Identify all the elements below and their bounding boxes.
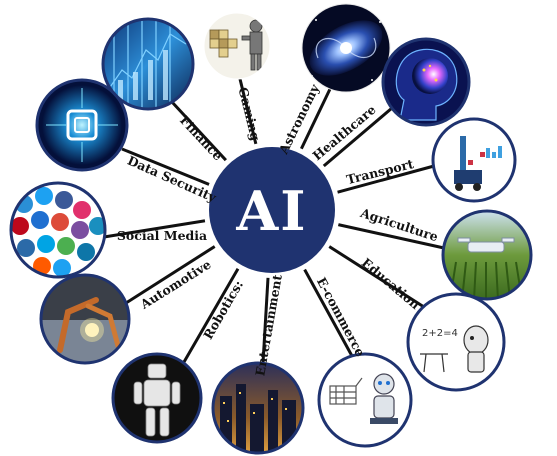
astronomy-node — [301, 3, 391, 93]
label-security: Data Security — [125, 153, 219, 206]
circuit-finance-icon — [103, 19, 193, 109]
humanoid-robot-icon — [113, 354, 201, 442]
education-node: 2+2=4 — [406, 292, 506, 392]
transport-node — [431, 117, 517, 203]
welding-robot-icon — [41, 275, 129, 363]
gaming-robot-icon — [204, 13, 270, 79]
ai-hub: AI — [204, 142, 340, 278]
label-education: Education — [359, 255, 423, 312]
label-gaming: Gaming — [235, 86, 263, 143]
label-robotics: Robotics: — [200, 278, 246, 342]
healthcare-node — [381, 37, 471, 127]
vehicle-sensor-icon — [433, 119, 515, 201]
label-social: Social Media — [117, 228, 207, 243]
label-entertainment: Entertainment — [252, 273, 285, 377]
agriculture-node — [441, 209, 533, 301]
classroom-robot-icon: 2+2=4 — [408, 294, 504, 390]
label-ecommerce: E-commerce — [314, 275, 368, 359]
security-node — [35, 78, 129, 172]
automotive-node — [39, 273, 131, 365]
chip-lock-icon — [37, 80, 127, 170]
brain-head-icon — [383, 39, 469, 125]
label-automotive: Automotive — [137, 257, 214, 313]
hub-title: AI — [235, 179, 307, 243]
ecommerce-node — [317, 352, 413, 448]
label-finance: Finance — [177, 113, 226, 164]
social-bubbles-icon — [11, 183, 105, 277]
gaming-node — [203, 12, 271, 80]
svg-text:2+2=4: 2+2=4 — [422, 328, 458, 339]
label-transport: Transport — [345, 156, 415, 187]
city-lights-icon — [213, 363, 303, 453]
farm-drone-icon — [443, 211, 531, 299]
entertainment-node — [211, 361, 305, 455]
galaxy-icon — [302, 4, 390, 92]
finance-node — [101, 17, 195, 111]
shopping-robot-icon — [319, 354, 411, 446]
social-node — [9, 181, 107, 279]
robotics-node — [111, 352, 203, 444]
